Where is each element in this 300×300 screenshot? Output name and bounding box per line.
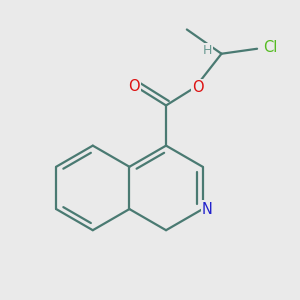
Text: O: O: [128, 79, 140, 94]
Text: O: O: [192, 80, 204, 95]
Text: H: H: [203, 44, 212, 57]
Text: N: N: [202, 202, 213, 217]
Text: Cl: Cl: [263, 40, 278, 55]
